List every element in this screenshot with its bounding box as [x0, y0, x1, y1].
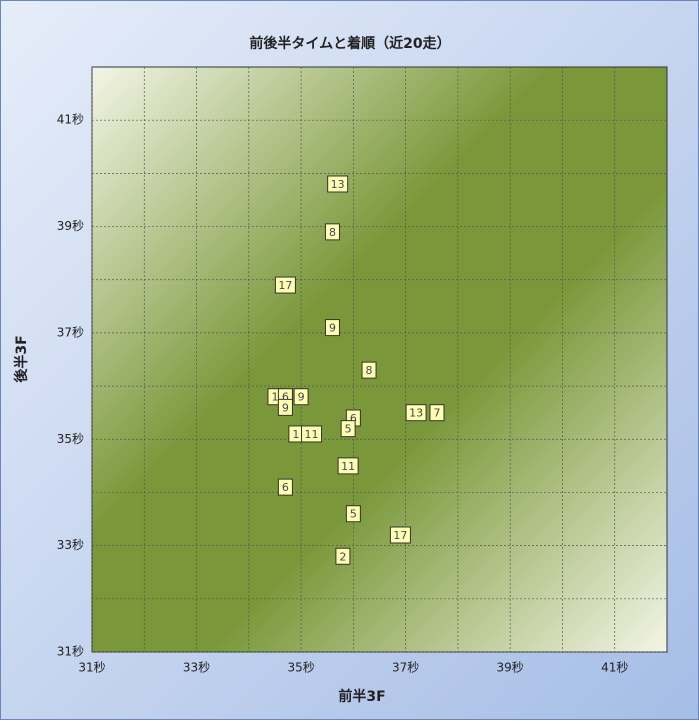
y-tick-label: 39秒 — [57, 219, 84, 233]
point-label: 17 — [278, 279, 292, 292]
point — [277, 478, 293, 496]
point-label: 6 — [350, 412, 357, 425]
point — [293, 388, 309, 406]
plot-area — [91, 66, 668, 653]
point-label: 11 — [305, 428, 319, 441]
point-label: 1 — [271, 391, 278, 404]
point — [389, 526, 411, 544]
point-label: 6 — [282, 481, 289, 494]
point-label: 5 — [345, 423, 352, 436]
point — [327, 175, 349, 193]
y-tick-label: 33秒 — [57, 538, 84, 552]
x-axis-label: 前半3F — [338, 688, 385, 705]
point — [340, 420, 356, 438]
point-label: 13 — [331, 178, 345, 191]
x-tick-label: 31秒 — [78, 661, 105, 675]
y-tick-label: 31秒 — [57, 645, 84, 659]
point-label: 5 — [350, 508, 357, 521]
point — [429, 404, 445, 422]
point — [274, 276, 296, 294]
point-label: 7 — [434, 407, 441, 420]
point-label: 13 — [409, 407, 423, 420]
point-label: 9 — [298, 391, 305, 404]
point — [324, 223, 340, 241]
point — [335, 547, 351, 565]
y-tick-label: 41秒 — [57, 113, 84, 127]
point-label: 2 — [339, 550, 346, 563]
x-tick-label: 35秒 — [287, 661, 314, 675]
x-tick-label: 33秒 — [183, 661, 210, 675]
point — [405, 404, 427, 422]
y-tick-label: 35秒 — [57, 432, 84, 446]
point — [324, 319, 340, 337]
y-axis-label: 後半3F — [13, 335, 30, 382]
point — [301, 425, 323, 443]
x-tick-label: 39秒 — [497, 661, 524, 675]
point-label: 9 — [329, 322, 336, 335]
point — [361, 361, 377, 379]
point — [345, 505, 361, 523]
point-label: 1 — [292, 428, 299, 441]
point-label: 8 — [366, 364, 373, 377]
x-tick-label: 37秒 — [392, 661, 419, 675]
x-tick-label: 41秒 — [601, 661, 628, 675]
point-label: 11 — [341, 460, 355, 473]
point-label: 6 — [282, 391, 289, 404]
point-label: 8 — [329, 226, 336, 239]
point-label: 9 — [282, 401, 289, 414]
y-tick-label: 37秒 — [57, 325, 84, 339]
point-label: 17 — [393, 529, 407, 542]
point — [337, 457, 359, 475]
chart-title: 前後半タイムと着順（近20走） — [249, 35, 450, 52]
point — [277, 398, 293, 416]
